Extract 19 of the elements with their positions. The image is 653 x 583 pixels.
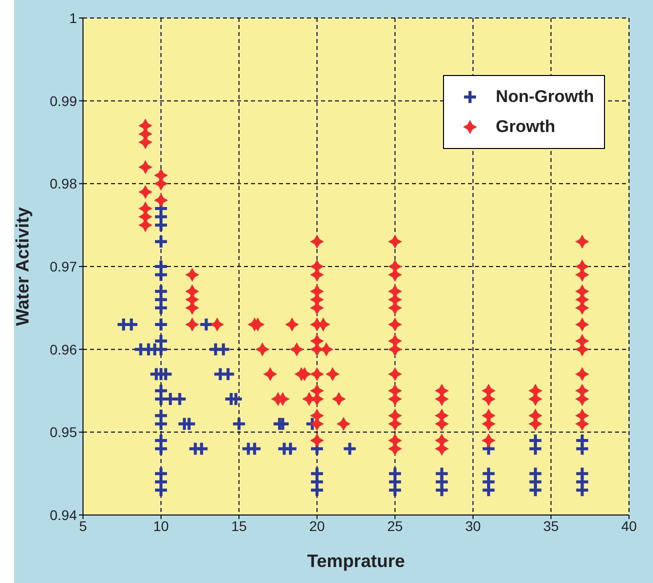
x-tick-label: 40 — [621, 518, 637, 534]
y-tick-label: 1 — [69, 10, 78, 26]
x-tick-label: 5 — [79, 518, 88, 534]
y-tick-label: 0.98 — [50, 176, 78, 192]
x-axis-title: Temprature — [307, 551, 405, 571]
x-tick-label: 10 — [153, 518, 169, 534]
y-tick-label: 0.94 — [50, 506, 78, 523]
y-tick-label: 0.96 — [50, 341, 78, 358]
y-axis-title: Water Activity — [12, 207, 32, 326]
x-tick-label: 35 — [543, 518, 559, 534]
legend-label: Growth — [496, 117, 556, 137]
y-tick-label: 0.99 — [50, 92, 78, 109]
x-tick-label: 20 — [309, 518, 325, 534]
x-tick-label: 15 — [231, 518, 247, 534]
y-tick-label: 0.97 — [50, 258, 78, 274]
y-tick-label: 0.95 — [50, 424, 78, 440]
x-tick-label: 30 — [465, 518, 481, 534]
legend-label: Non-Growth — [496, 87, 594, 107]
x-tick-label: 25 — [387, 518, 403, 534]
